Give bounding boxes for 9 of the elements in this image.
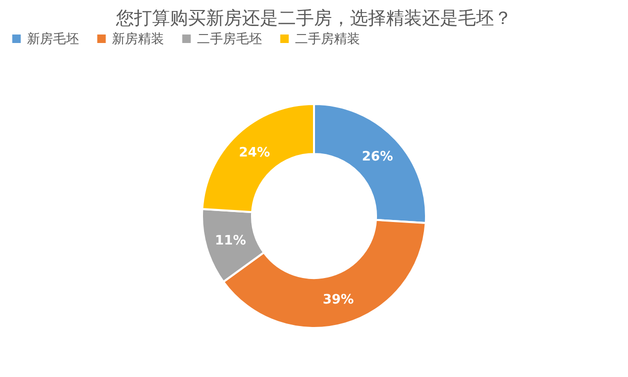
legend-label: 新房精装 [112,30,164,47]
data-label: 24% [238,146,270,161]
chart-title: 您打算购买新房还是二手房，选择精装还是毛坯？ [115,8,512,29]
data-label: 11% [214,233,246,248]
data-label: 39% [322,292,354,308]
data-label: 26% [362,149,393,164]
legend-label: 新房毛坯 [27,30,79,47]
legend-label: 二手房毛坯 [197,30,262,47]
legend-label: 二手房精装 [295,30,360,47]
